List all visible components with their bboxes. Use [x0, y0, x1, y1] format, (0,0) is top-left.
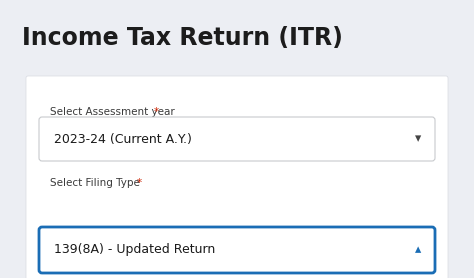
- Text: 2023-24 (Current A.Y.): 2023-24 (Current A.Y.): [54, 133, 192, 145]
- FancyBboxPatch shape: [39, 117, 435, 161]
- FancyBboxPatch shape: [26, 76, 448, 278]
- Text: Select Assessment year: Select Assessment year: [50, 107, 178, 117]
- Text: Income Tax Return (ITR): Income Tax Return (ITR): [22, 26, 343, 50]
- FancyBboxPatch shape: [0, 0, 474, 78]
- Text: 139(8A) - Updated Return: 139(8A) - Updated Return: [54, 244, 215, 257]
- FancyBboxPatch shape: [39, 227, 435, 273]
- Text: ▴: ▴: [415, 244, 421, 257]
- Text: Select Filing Type: Select Filing Type: [50, 178, 143, 188]
- Text: *: *: [137, 178, 142, 188]
- Text: *: *: [154, 107, 159, 117]
- Text: ▾: ▾: [415, 133, 421, 145]
